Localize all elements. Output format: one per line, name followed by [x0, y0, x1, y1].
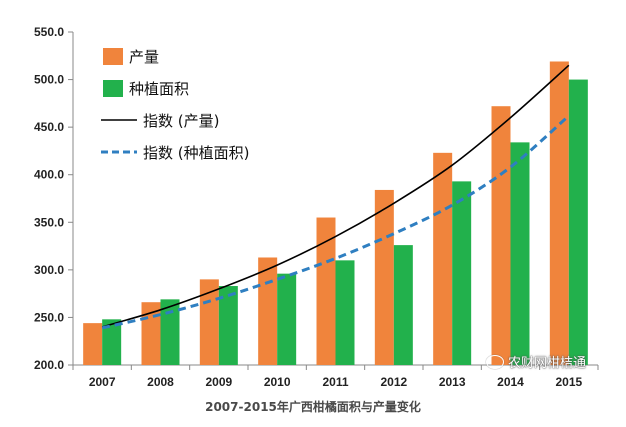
legend-label: 指数 (种植面积): [143, 144, 249, 162]
bar-area: [393, 245, 413, 365]
x-tick-label: 2014: [497, 375, 524, 389]
x-tick-label: 2012: [380, 375, 407, 389]
chart-caption: 2007-2015年广西柑橘面积与产量变化: [205, 400, 421, 414]
bar-area: [277, 273, 297, 365]
bars: [83, 61, 588, 366]
x-tick-label: 2008: [147, 375, 174, 389]
bar-area: [102, 319, 122, 365]
bar-production: [316, 217, 336, 365]
bar-production: [199, 279, 219, 365]
watermark: 农财网柑桔通: [486, 352, 586, 371]
bar-production: [258, 257, 278, 365]
bar-area: [335, 260, 355, 365]
bar-production: [549, 61, 569, 365]
legend-swatch: [103, 48, 123, 65]
y-tick-label: 400.0: [34, 168, 64, 182]
bar-production: [83, 323, 103, 365]
bar-area: [568, 79, 588, 366]
y-tick-label: 300.0: [34, 263, 64, 277]
watermark-text: 农财网柑桔通: [508, 356, 587, 371]
bar-production: [491, 106, 511, 365]
y-tick-label: 550.0: [34, 25, 64, 39]
x-tick-label: 2011: [322, 375, 348, 389]
legend-swatch: [103, 80, 123, 97]
trend-lines: [101, 64, 570, 330]
bar-production: [141, 302, 161, 365]
bar-area: [218, 286, 238, 365]
y-tick-label: 450.0: [34, 120, 64, 134]
x-tick-label: 2015: [555, 375, 582, 389]
legend-label: 指数 (产量): [143, 112, 219, 130]
x-tick-label: 2013: [439, 375, 466, 389]
y-tick-label: 200.0: [34, 358, 64, 372]
x-tick-label: 2010: [264, 375, 291, 389]
y-tick-label: 350.0: [34, 215, 64, 229]
bar-area: [452, 181, 472, 365]
y-tick-label: 500.0: [34, 73, 64, 87]
line-index-production: [101, 64, 570, 328]
x-tick-label: 2009: [205, 375, 232, 389]
axes: 200.0 250.0 300.0 350.0 400.0 450.0 500.0 550.0…: [34, 25, 599, 389]
bar-area: [160, 299, 180, 365]
bar-area: [510, 142, 530, 365]
x-tick-label: 2007: [89, 375, 116, 389]
bar-production: [433, 152, 453, 365]
legend-label: 产量: [129, 48, 159, 66]
bar-production: [374, 189, 394, 365]
legend-label: 种植面积: [129, 80, 189, 98]
wechat-icon: [486, 355, 504, 369]
line-index-area: [101, 114, 570, 330]
y-tick-label: 250.0: [34, 310, 64, 324]
